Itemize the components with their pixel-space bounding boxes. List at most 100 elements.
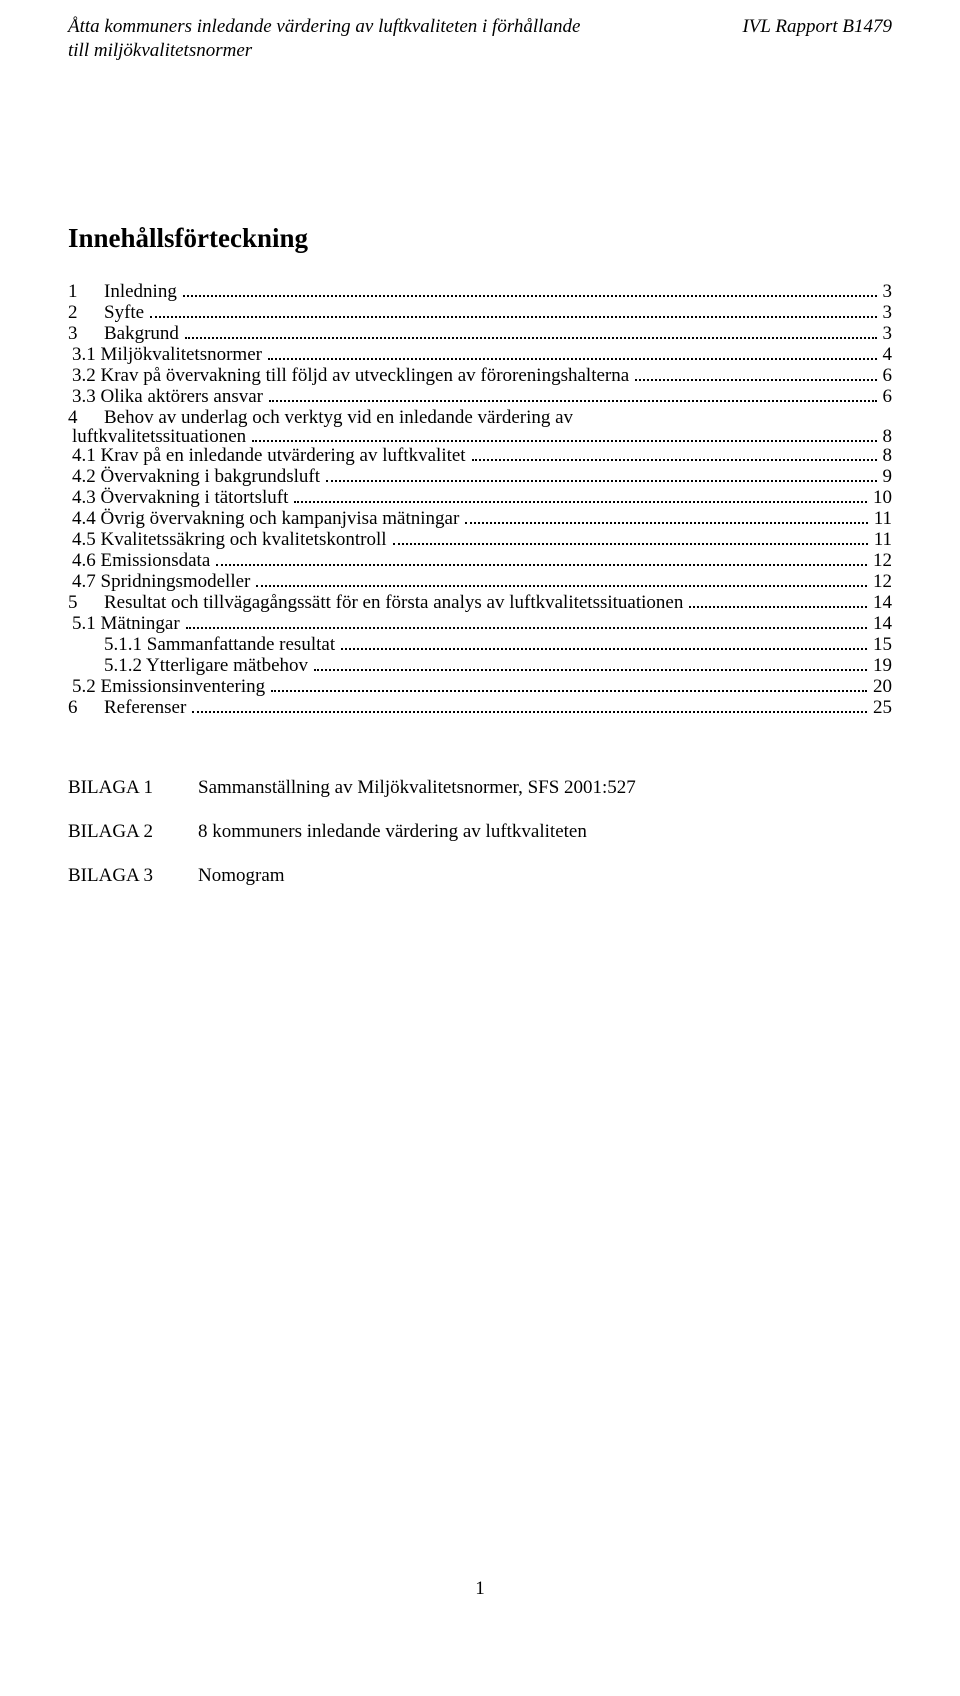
- toc-entry-label: Bakgrund: [100, 324, 179, 343]
- appendix-row: BILAGA 1Sammanställning av Miljökvalitet…: [68, 777, 892, 799]
- toc-entry-label: 4.7 Spridningsmodeller: [68, 572, 250, 591]
- toc-entry-page: 10: [871, 488, 892, 507]
- toc-entry: 3Bakgrund3: [68, 324, 892, 343]
- toc-entry-number: 3: [68, 324, 100, 343]
- toc-entry: 5Resultat och tillvägagångssätt för en f…: [68, 593, 892, 612]
- appendix-value: Nomogram: [198, 865, 892, 887]
- toc-entry-page: 11: [872, 509, 892, 528]
- toc-entry: 4.5 Kvalitetssäkring och kvalitetskontro…: [68, 530, 892, 549]
- toc-entry-page: 6: [881, 387, 893, 406]
- toc-entry: 4.1 Krav på en inledande utvärdering av …: [68, 446, 892, 465]
- header-title-line2: till miljökvalitetsnormer: [68, 40, 252, 61]
- toc-entry-label: Syfte: [100, 303, 144, 322]
- toc-entry: 3.3 Olika aktörers ansvar 6: [68, 387, 892, 406]
- toc-entry-number: 2: [68, 303, 100, 322]
- toc-title: Innehållsförteckning: [68, 223, 892, 254]
- toc-entry-page: 3: [881, 303, 893, 322]
- toc-entry-page: 8: [881, 427, 893, 446]
- toc-entry-label: 4.1 Krav på en inledande utvärdering av …: [68, 446, 466, 465]
- toc-entry-label: 3.2 Krav på övervakning till följd av ut…: [68, 366, 629, 385]
- toc-leader: [186, 616, 867, 628]
- toc-leader: [393, 532, 868, 544]
- table-of-contents: 1Inledning32Syfte33Bakgrund33.1 Miljökva…: [68, 282, 892, 717]
- toc-entry-page: 8: [881, 446, 893, 465]
- page-header: Åtta kommuners inledande värdering av lu…: [68, 15, 892, 63]
- toc-leader: [271, 679, 867, 691]
- toc-entry: 5.2 Emissionsinventering 20: [68, 677, 892, 696]
- toc-entry: 3.1 Miljökvalitetsnormer 4: [68, 345, 892, 364]
- toc-entry-page: 25: [871, 698, 892, 717]
- toc-entry-number: 6: [68, 698, 100, 717]
- toc-entry-label: 4.5 Kvalitetssäkring och kvalitetskontro…: [68, 530, 387, 549]
- toc-entry: 4.3 Övervakning i tätortsluft 10: [68, 488, 892, 507]
- appendix-key: BILAGA 1: [68, 777, 198, 799]
- toc-leader: [268, 347, 877, 359]
- toc-leader: [326, 469, 876, 481]
- toc-leader: [185, 326, 877, 338]
- toc-entry-page: 9: [881, 467, 893, 486]
- toc-leader: [183, 284, 877, 296]
- toc-leader: [150, 305, 876, 317]
- appendix-key: BILAGA 3: [68, 865, 198, 887]
- toc-entry-page: 19: [871, 656, 892, 675]
- toc-entry-label: Resultat och tillvägagångssätt för en fö…: [100, 593, 683, 612]
- toc-entry-label: 5.1.1 Sammanfattande resultat: [100, 635, 335, 654]
- toc-entry-number: 5: [68, 593, 100, 612]
- page: Åtta kommuners inledande värdering av lu…: [0, 0, 960, 1696]
- toc-leader: [252, 429, 876, 441]
- toc-leader: [472, 448, 877, 460]
- toc-entry-number: 1: [68, 282, 100, 301]
- toc-entry-page: 14: [871, 593, 892, 612]
- toc-entry-page: 20: [871, 677, 892, 696]
- toc-leader: [216, 553, 867, 565]
- toc-entry-label: 3.3 Olika aktörers ansvar: [68, 387, 263, 406]
- toc-entry-page: 4: [881, 345, 893, 364]
- toc-entry-label: 5.2 Emissionsinventering: [68, 677, 265, 696]
- toc-entry: 5.1.2 Ytterligare mätbehov 19: [68, 656, 892, 675]
- appendix-list: BILAGA 1Sammanställning av Miljökvalitet…: [68, 777, 892, 887]
- toc-entry-label: 4.6 Emissionsdata: [68, 551, 210, 570]
- toc-entry-page: 12: [871, 551, 892, 570]
- appendix-row: BILAGA 28 kommuners inledande värdering …: [68, 821, 892, 843]
- page-number: 1: [0, 1578, 960, 1600]
- header-report: IVL Rapport B1479: [742, 15, 892, 63]
- appendix-row: BILAGA 3Nomogram: [68, 865, 892, 887]
- toc-entry: 4Behov av underlag och verktyg vid en in…: [68, 408, 892, 446]
- toc-leader: [256, 574, 867, 586]
- toc-entry-number: 4: [68, 408, 100, 427]
- toc-entry-page: 14: [871, 614, 892, 633]
- toc-entry-label: Behov av underlag och verktyg vid en inl…: [100, 408, 573, 427]
- toc-entry-label: 4.3 Övervakning i tätortsluft: [68, 488, 288, 507]
- header-title-line1: Åtta kommuners inledande värdering av lu…: [68, 16, 580, 37]
- toc-entry-label: 4.2 Övervakning i bakgrundsluft: [68, 467, 320, 486]
- toc-leader: [341, 637, 867, 649]
- toc-leader: [192, 700, 867, 712]
- toc-entry-page: 12: [871, 572, 892, 591]
- header-title: Åtta kommuners inledande värdering av lu…: [68, 15, 580, 63]
- toc-entry-page: 11: [872, 530, 892, 549]
- appendix-value: 8 kommuners inledande värdering av luftk…: [198, 821, 892, 843]
- toc-entry: 2Syfte 3: [68, 303, 892, 322]
- toc-entry-label: Referenser: [100, 698, 186, 717]
- toc-entry-label: 3.1 Miljökvalitetsnormer: [68, 345, 262, 364]
- toc-entry-label: 5.1 Mätningar: [68, 614, 180, 633]
- toc-entry-label: 4.4 Övrig övervakning och kampanjvisa mä…: [68, 509, 459, 528]
- toc-entry: 4.2 Övervakning i bakgrundsluft 9: [68, 467, 892, 486]
- toc-entry-page: 3: [881, 324, 893, 343]
- toc-entry-page: 3: [881, 282, 893, 301]
- toc-entry: 4.7 Spridningsmodeller 12: [68, 572, 892, 591]
- toc-entry: 4.4 Övrig övervakning och kampanjvisa mä…: [68, 509, 892, 528]
- toc-entry: 1Inledning 3: [68, 282, 892, 301]
- toc-entry-page: 15: [871, 635, 892, 654]
- toc-entry-label: 5.1.2 Ytterligare mätbehov: [100, 656, 308, 675]
- toc-leader: [294, 490, 867, 502]
- toc-entry: 4.6 Emissionsdata 12: [68, 551, 892, 570]
- toc-leader: [635, 368, 876, 380]
- toc-leader: [314, 658, 867, 670]
- toc-entry: 3.2 Krav på övervakning till följd av ut…: [68, 366, 892, 385]
- toc-entry-label: Inledning: [100, 282, 177, 301]
- appendix-value: Sammanställning av Miljökvalitetsnormer,…: [198, 777, 892, 799]
- toc-entry-label: luftkvalitetssituationen: [68, 427, 246, 446]
- toc-leader: [269, 389, 877, 401]
- toc-entry: 6Referenser 25: [68, 698, 892, 717]
